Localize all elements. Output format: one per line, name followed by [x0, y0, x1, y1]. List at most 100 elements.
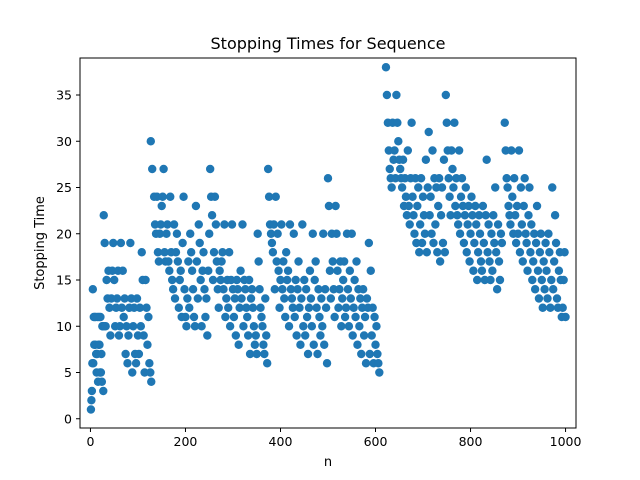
data-point: [470, 238, 479, 248]
data-point: [361, 359, 371, 368]
data-point: [189, 312, 199, 322]
data-point: [511, 238, 521, 248]
data-point: [544, 229, 553, 238]
data-point: [242, 303, 251, 312]
data-point: [510, 211, 520, 220]
data-point: [204, 266, 213, 275]
data-point: [139, 331, 148, 340]
data-point: [403, 146, 413, 155]
data-point: [312, 303, 321, 312]
data-point: [350, 275, 359, 285]
data-point: [528, 275, 537, 285]
data-point: [262, 359, 272, 368]
data-point: [436, 211, 446, 220]
data-point: [346, 294, 355, 303]
data-point: [154, 257, 164, 266]
data-point: [319, 229, 328, 238]
data-point: [489, 211, 498, 220]
data-point: [232, 275, 241, 285]
data-point: [175, 275, 184, 285]
data-point: [169, 220, 179, 229]
data-point: [465, 257, 474, 266]
data-point: [441, 90, 451, 100]
data-point: [448, 164, 457, 174]
data-point: [281, 248, 291, 257]
data-point: [547, 275, 556, 285]
data-point: [455, 229, 465, 238]
data-point: [216, 275, 225, 285]
data-point: [525, 183, 534, 192]
data-point: [233, 285, 242, 294]
data-point: [516, 183, 526, 192]
data-point: [272, 257, 281, 266]
data-point: [357, 349, 366, 359]
data-point: [468, 211, 477, 220]
data-point: [192, 257, 202, 266]
data-point: [195, 238, 204, 248]
data-point: [225, 322, 235, 331]
data-point: [407, 118, 416, 127]
data-point: [186, 248, 196, 257]
data-point: [239, 322, 248, 331]
data-point: [168, 285, 178, 294]
data-point: [142, 303, 151, 312]
data-point: [373, 349, 382, 359]
data-point: [370, 312, 379, 322]
data-point: [321, 303, 331, 312]
data-point: [439, 155, 449, 164]
data-point: [219, 285, 228, 294]
data-point: [561, 312, 570, 322]
data-point: [258, 322, 267, 331]
data-point: [529, 257, 538, 266]
data-point: [333, 266, 342, 275]
data-point: [166, 192, 175, 201]
data-point: [278, 285, 287, 294]
data-point: [163, 220, 172, 229]
data-point: [348, 331, 357, 340]
data-point: [235, 303, 244, 312]
data-point: [181, 312, 190, 322]
data-point: [97, 349, 106, 359]
data-point: [521, 229, 530, 238]
data-point: [405, 220, 414, 229]
data-point: [294, 257, 303, 266]
data-point: [96, 368, 106, 377]
data-point: [512, 201, 522, 211]
data-point: [306, 294, 316, 303]
data-point: [517, 220, 527, 229]
data-point: [187, 266, 197, 275]
data-point: [449, 183, 458, 192]
data-point: [214, 303, 223, 312]
data-point: [497, 238, 507, 248]
data-point: [453, 220, 463, 229]
data-point: [307, 322, 317, 331]
data-point: [279, 257, 288, 266]
data-point: [224, 303, 233, 312]
data-point: [434, 174, 444, 183]
data-point: [141, 275, 150, 285]
data-point: [271, 192, 280, 201]
data-point: [231, 331, 241, 340]
data-point: [292, 331, 301, 340]
data-point: [552, 294, 562, 303]
data-point: [247, 285, 257, 294]
data-point: [467, 192, 476, 201]
data-point: [418, 192, 428, 201]
data-point: [160, 248, 169, 257]
data-point: [248, 303, 258, 312]
data-point: [290, 312, 299, 322]
data-point: [316, 331, 325, 340]
data-point: [507, 146, 516, 155]
y-axis-ticks: 0 5 10 15 20 25 30 35: [56, 88, 80, 426]
data-point: [326, 294, 336, 303]
data-point: [243, 312, 252, 322]
data-point: [269, 220, 279, 229]
data-point: [344, 322, 354, 331]
data-point: [318, 322, 327, 331]
data-point: [500, 118, 509, 127]
data-point: [506, 220, 515, 229]
data-point: [366, 266, 375, 275]
data-point: [249, 322, 259, 331]
data-point: [274, 266, 283, 275]
data-point: [397, 183, 407, 192]
